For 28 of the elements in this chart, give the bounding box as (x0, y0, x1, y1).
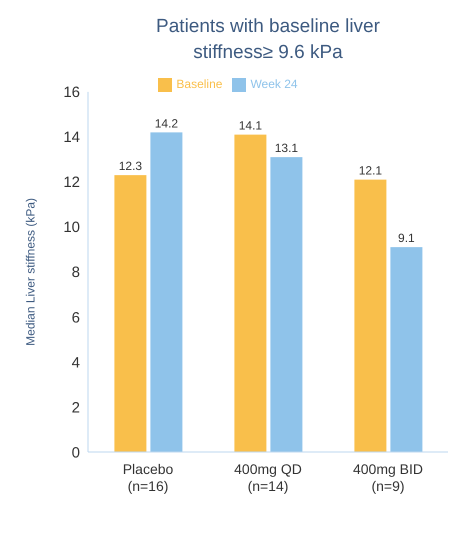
y-tick-label: 4 (72, 354, 80, 372)
bar (114, 175, 146, 452)
y-axis-title: Median Liver stiffness (kPa) (23, 198, 38, 346)
y-tick-label: 6 (72, 309, 80, 326)
y-tick-label: 0 (72, 444, 80, 462)
bar (234, 134, 266, 452)
data-label: 12.1 (358, 164, 382, 178)
y-tick-label: 16 (63, 84, 80, 102)
data-label: 12.3 (118, 159, 142, 174)
legend-label: Baseline (176, 77, 222, 91)
bar (270, 157, 302, 452)
data-label: 13.1 (274, 141, 298, 156)
x-tick-label: 400mg QD (n=14) (234, 461, 302, 494)
legend-label: Week 24 (250, 77, 298, 91)
chart-title: Patients with baseline liver stiffness≥ 9.6 kPa (155, 15, 381, 65)
bar (150, 132, 182, 452)
data-label: 14.1 (238, 118, 262, 133)
y-tick-label: 2 (72, 399, 80, 416)
x-tick-label: 400mg BID (n=9) (352, 461, 424, 494)
y-tick-label: 14 (63, 129, 80, 146)
y-tick-label: 12 (63, 174, 80, 192)
bar (390, 247, 422, 452)
x-tick-label: Placebo (n=16) (122, 461, 174, 494)
data-label: 9.1 (398, 231, 416, 246)
data-label: 14.2 (154, 116, 178, 130)
bar (354, 180, 386, 452)
y-tick-label: 10 (63, 219, 80, 236)
y-tick-label: 8 (72, 264, 80, 282)
